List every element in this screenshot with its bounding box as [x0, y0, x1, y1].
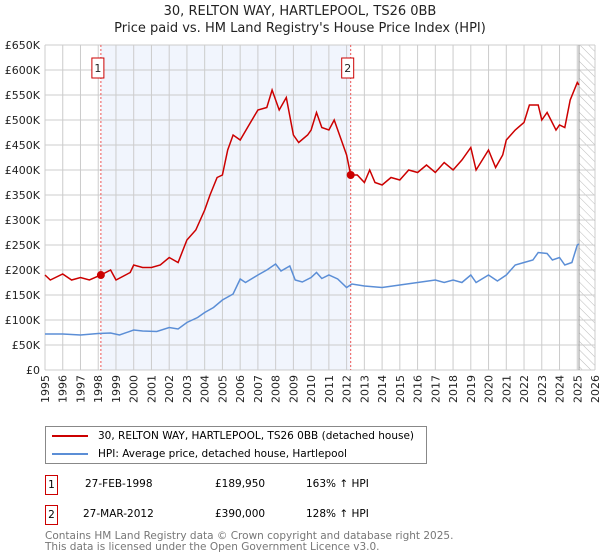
y-tick-label: £650K [5, 39, 41, 52]
y-tick-label: £0 [26, 364, 40, 377]
legend-label: HPI: Average price, detached house, Hart… [98, 448, 347, 460]
x-tick-label: 2024 [554, 375, 567, 403]
sale-marker-label: 1 [94, 62, 101, 75]
y-tick-label: £100K [5, 314, 41, 327]
legend-item-property: 30, RELTON WAY, HARTLEPOOL, TS26 0BB (de… [52, 428, 414, 444]
attribution-line: Contains HM Land Registry data © Crown c… [45, 530, 454, 542]
x-tick-label: 2001 [145, 375, 158, 403]
legend-swatch-blue [52, 453, 88, 455]
x-tick-label: 2007 [252, 375, 265, 403]
x-tick-label: 2018 [447, 375, 460, 403]
sale-marker-badge [341, 57, 355, 79]
plot-area: 1995 1996 1997 1998 1999 2000 2001 2002 2003 2004… [5, 39, 600, 403]
x-tick-label: 2002 [163, 375, 176, 403]
y-tick-label: £550K [5, 89, 41, 102]
x-tick-label: 2019 [465, 375, 478, 403]
x-tick-label: 2003 [181, 375, 194, 403]
chart-title: 30, RELTON WAY, HARTLEPOOL, TS26 0BB [163, 4, 437, 19]
transaction-badge: 2 [45, 505, 58, 525]
sale-point [346, 171, 355, 179]
licence-line: This data is licensed under the Open Gov… [45, 541, 380, 553]
y-tick-label: £150K [5, 289, 41, 302]
transaction-date: 27-FEB-1998 [85, 478, 153, 490]
x-tick-label: 2020 [483, 375, 496, 403]
x-tick-label: 2008 [270, 375, 283, 403]
x-tick-label: 1999 [110, 375, 123, 403]
legend-swatch-red [52, 435, 88, 437]
transaction-price: £189,950 [215, 478, 266, 490]
x-tick-label: 2026 [589, 375, 600, 403]
x-tick-label: 2017 [429, 375, 442, 403]
sale-marker-label: 2 [344, 62, 351, 75]
x-tick-label: 2025 [571, 375, 584, 403]
x-tick-label: 1995 [39, 375, 52, 403]
forecast-hatch [579, 45, 595, 370]
chart-subtitle: Price paid vs. HM Land Registry's House … [114, 21, 486, 36]
y-tick-label: £200K [5, 264, 41, 277]
x-tick-label: 2016 [412, 375, 425, 403]
transaction-badge: 1 [45, 475, 58, 495]
transaction-hpi: 163% ↑ HPI [306, 478, 369, 490]
sale-marker-badge [91, 57, 105, 79]
x-tick-label: 2014 [376, 375, 389, 403]
shaded-ownership-period [100, 45, 351, 370]
y-tick-label: £50K [12, 339, 41, 352]
x-tick-label: 2006 [234, 375, 247, 403]
y-tick-label: £500K [5, 114, 41, 127]
legend-label: 30, RELTON WAY, HARTLEPOOL, TS26 0BB (de… [98, 430, 415, 442]
legend: 30, RELTON WAY, HARTLEPOOL, TS26 0BB (de… [45, 426, 427, 464]
x-tick-label: 2021 [500, 375, 513, 403]
x-tick-label: 2004 [199, 375, 212, 403]
transaction-date: 27-MAR-2012 [83, 508, 154, 520]
hpi-line [45, 243, 580, 336]
y-tick-label: £450K [5, 139, 41, 152]
x-tick-label: 2022 [518, 375, 531, 403]
x-tick-label: 2009 [287, 375, 300, 403]
transaction-row: 2 27-MAR-2012 £390,000 128% ↑ HPI [45, 505, 600, 525]
x-tick-label: 1998 [92, 375, 105, 403]
legend-item-hpi: HPI: Average price, detached house, Hart… [52, 446, 347, 462]
y-tick-label: £600K [5, 64, 41, 77]
x-tick-label: 1997 [74, 375, 87, 403]
y-tick-label: £300K [5, 214, 41, 227]
x-tick-label: 2013 [358, 375, 371, 403]
x-tick-label: 2000 [128, 375, 141, 403]
sale-point [96, 271, 105, 280]
price-paid-line [44, 80, 580, 282]
transaction-price: £390,000 [215, 508, 266, 520]
x-tick-label: 2012 [341, 375, 354, 403]
x-tick-label: 2010 [305, 375, 318, 403]
x-tick-label: 2023 [536, 375, 549, 403]
x-tick-label: 2005 [216, 375, 229, 403]
x-tick-label: 2011 [323, 375, 336, 403]
y-tick-label: £350K [5, 189, 41, 202]
x-tick-label: 1996 [57, 375, 70, 403]
y-tick-label: £250K [5, 239, 41, 252]
y-tick-label: £400K [5, 164, 41, 177]
x-tick-label: 2015 [394, 375, 407, 403]
transaction-hpi: 128% ↑ HPI [306, 508, 369, 520]
attribution: Contains HM Land Registry data © Crown c… [45, 531, 453, 553]
transaction-row: 1 27-FEB-1998 £189,950 163% ↑ HPI [45, 475, 600, 495]
